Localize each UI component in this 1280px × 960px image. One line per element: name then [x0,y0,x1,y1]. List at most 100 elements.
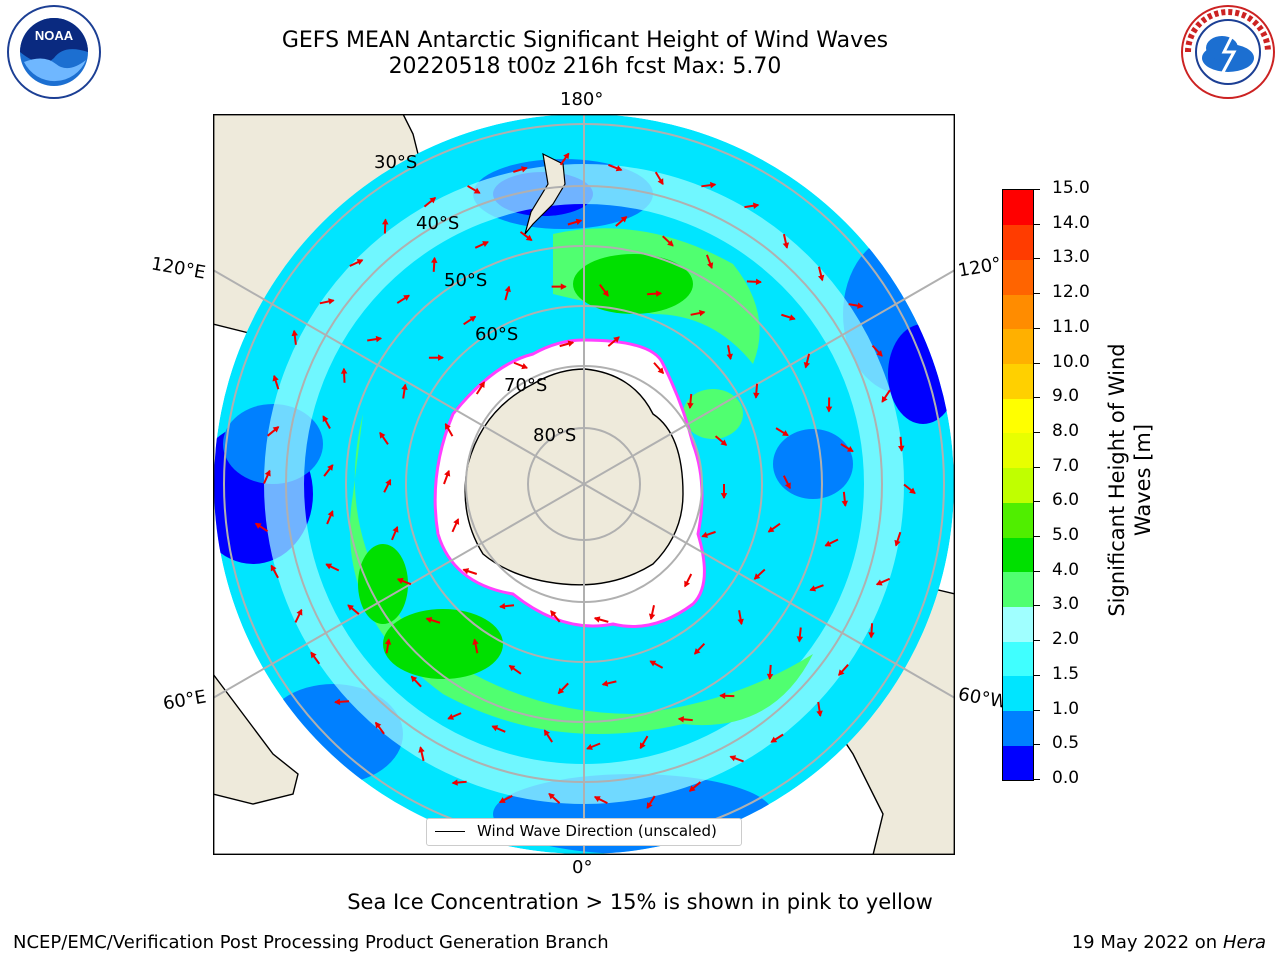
wind-wave-arrowhead [677,716,684,723]
wind-wave-arrowhead [310,651,317,659]
colorbar-segment [1003,606,1033,642]
wind-wave-arrowhead [375,721,382,729]
wind-wave-arrowhead [881,395,888,403]
wind-wave-arrowhead [784,482,791,490]
colorbar-tick-mark [1033,779,1040,780]
wind-wave-arrowhead [563,152,570,160]
wind-wave-arrowhead [557,687,565,695]
wind-wave-arrowhead [382,218,389,225]
colorbar-tick-label: 0.5 [1052,733,1080,754]
sea-ice-note: Sea Ice Concentration > 15% is shown in … [347,890,933,914]
wind-wave-arrowhead [720,493,728,500]
colorbar-tick-label: 15.0 [1052,178,1090,198]
lon-label-bottom: 0° [572,857,593,878]
wind-wave-arrowhead [451,779,458,786]
wind-wave-arrowhead [431,256,438,263]
colorbar-segment [1003,641,1033,677]
wind-wave-arrowhead [272,426,280,433]
colorbar [1002,189,1034,781]
wind-wave-arrowhead [753,392,760,399]
colorbar-tick-label: 0.0 [1052,768,1080,788]
polar-map [213,114,955,855]
colorbar-tick-label: 1.5 [1052,663,1080,684]
colorbar-tick-label: 7.0 [1052,455,1080,476]
wind-wave-arrowhead [796,636,804,643]
colorbar-segment [1003,502,1033,538]
wind-wave-arrowhead [898,445,905,452]
wind-wave-arrowhead [548,793,555,800]
wind-wave-arrowhead [701,531,708,538]
wind-wave-arrowhead [809,585,817,592]
colorbar-segment [1003,398,1033,434]
longitude-grid [213,114,955,855]
colorbar-tick-mark [1033,293,1040,295]
wind-wave-arrowhead [473,187,481,194]
wind-wave-arrowhead [857,302,864,309]
colorbar-tick-mark [1033,327,1040,329]
wind-wave-arrowhead [401,383,408,390]
lat-label-60s: 60°S [475,324,519,345]
wind-wave-arrowhead [375,335,383,343]
wind-wave-arrowhead [444,469,451,477]
wind-wave-arrowhead [909,487,916,494]
colorbar-segment [1003,432,1033,469]
chart-title-line2: 20220518 t00z 216h fcst Max: 5.70 [388,54,782,79]
antarctica [464,368,684,586]
wind-wave-arrowhead [445,423,451,430]
wind-wave-arrowhead [688,785,696,792]
wind-wave-arrowhead [403,294,410,301]
lon-label-60e: 60°E [161,686,208,715]
colorbar-label-line2: Waves [m] [1131,423,1155,537]
lat-label-70s: 70°S [504,375,548,396]
colorbar-tick-label: 11.0 [1052,316,1090,337]
wind-wave-arrowhead [693,648,701,655]
colorbar-tick-mark [1033,674,1040,676]
wind-wave-arrowhead [418,746,425,753]
wind-wave-arrowhead [272,374,279,382]
wind-wave-arrowhead [613,336,620,343]
wind-wave-arrowhead [649,660,657,667]
wind-wave-arrowhead [767,526,775,533]
colorbar-segment [1003,224,1033,260]
wind-wave-arrowhead [425,616,433,624]
colorbar-tick-label: 14.0 [1052,212,1090,233]
wind-wave-arrowhead [720,439,728,446]
wind-wave-arrowhead [620,216,628,223]
wind-wave-arrowhead [328,298,335,305]
wind-wave-arrowhead [504,285,511,293]
wind-wave-arrowhead [385,478,392,486]
lon-label-top: 180° [560,89,604,110]
wind-wave-arrowhead [646,802,653,809]
wind-wave-arrowhead [816,710,823,717]
colorbar-segment [1003,745,1033,781]
colorbar-tick-mark [1033,258,1040,260]
wind-wave-arrowhead [491,725,499,732]
wind-wave-arrowhead [639,742,646,750]
wind-wave-arrowhead [737,618,744,626]
colorbar-tick-mark [1033,466,1040,468]
wind-wave-arrowhead [482,241,489,247]
wind-wave-arrowhead [508,665,516,672]
wind-wave-arrowhead [322,415,329,423]
wind-wave-arrowhead [525,234,533,241]
wind-wave-arrowhead [766,673,774,680]
lat-label-80s: 80°S [533,425,577,446]
lat-label-30s: 30°S [374,152,418,173]
wind-wave-arrowhead [334,698,341,706]
wind-wave-arrowhead [841,500,849,507]
wind-wave-arrowhead [379,431,386,439]
wind-wave-arrowhead [347,604,354,611]
footer-date: 19 May 2022 on Hera [1072,932,1266,953]
colorbar-segment [1003,571,1033,607]
wind-wave-arrowhead [894,539,901,547]
wind-wave-arrowhead [560,283,567,290]
wind-wave-arrowhead [770,736,778,743]
wind-wave-arrowhead [657,367,664,375]
wind-wave-arrowhead [254,522,262,529]
noaa-logo-icon: NOAA [7,5,101,99]
wind-wave-arrowhead [410,675,418,683]
colorbar-tick-mark [1033,570,1040,572]
wind-wave-arrowhead [296,608,303,616]
colorbar-tick-label: 5.0 [1052,525,1080,546]
colorbar-tick-mark [1033,223,1040,225]
